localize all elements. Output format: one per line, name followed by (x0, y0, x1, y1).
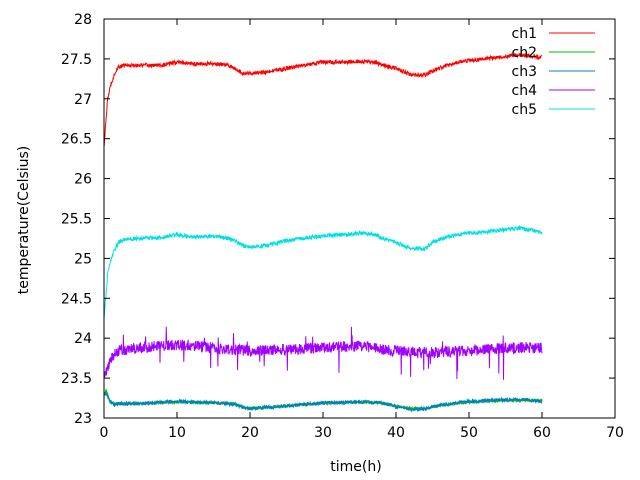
axis-ticks: 0 10 20 30 40 50 60 70 23 23.5 24 24.5 25 25.5 26 26.5 2… (61, 12, 624, 441)
series-line-ch3 (103, 391, 543, 413)
x-tick-label: 50 (460, 425, 478, 441)
legend: ch1 ch2 ch3 ch4 ch5 (512, 26, 595, 118)
y-tick-label: 26.5 (61, 132, 92, 148)
y-tick-label: 27.5 (61, 52, 92, 68)
y-tick-label: 26 (74, 172, 92, 188)
legend-label-ch4: ch4 (512, 83, 538, 99)
x-tick-label: 30 (314, 425, 332, 441)
series-line-ch1 (103, 52, 543, 147)
x-tick-label: 70 (606, 425, 624, 441)
x-tick-label: 20 (241, 425, 259, 441)
legend-label-ch5: ch5 (512, 102, 537, 118)
y-tick-label: 28 (74, 12, 92, 28)
y-tick-label: 24.5 (61, 291, 92, 307)
x-tick-label: 0 (100, 425, 109, 441)
x-axis-label: time(h) (330, 459, 381, 475)
y-tick-label: 23.5 (61, 371, 92, 387)
x-tick-label: 60 (533, 425, 551, 441)
series-line-ch5 (103, 224, 543, 318)
series-line-ch4 (103, 326, 543, 380)
y-tick-label: 23 (74, 411, 92, 427)
legend-label-ch1: ch1 (512, 26, 537, 42)
legend-label-ch3: ch3 (512, 64, 537, 80)
y-axis-label: temperature(Celsius) (16, 146, 32, 295)
y-tick-label: 25 (74, 251, 92, 267)
series-layer (103, 52, 543, 413)
y-tick-label: 24 (74, 331, 92, 347)
x-tick-label: 40 (387, 425, 405, 441)
legend-label-ch2: ch2 (512, 45, 537, 61)
y-tick-label: 25.5 (61, 212, 92, 228)
y-tick-label: 27 (74, 92, 92, 108)
x-tick-label: 10 (168, 425, 186, 441)
